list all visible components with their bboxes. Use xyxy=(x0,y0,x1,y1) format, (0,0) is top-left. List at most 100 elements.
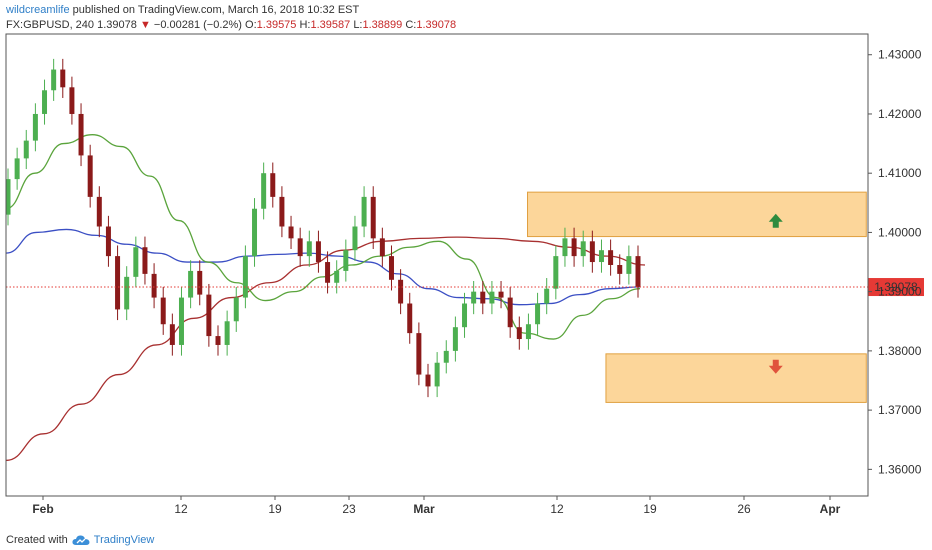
candle-body xyxy=(169,324,175,345)
arrow-down-icon xyxy=(768,359,783,374)
candle-body xyxy=(215,336,221,345)
arrow-up-icon xyxy=(768,213,783,228)
candle-body xyxy=(252,208,258,257)
last-price: 1.39078 xyxy=(97,19,137,31)
tradingview-cloud-icon xyxy=(72,535,90,545)
candle-body xyxy=(197,270,203,295)
candle-body xyxy=(60,69,66,88)
close-label: C: xyxy=(405,19,417,31)
low-value: 1.38899 xyxy=(362,19,403,31)
candle-body xyxy=(5,179,11,215)
ma-short-line xyxy=(5,134,641,340)
x-tick-label: Feb xyxy=(32,502,53,516)
candle-body xyxy=(571,238,577,257)
x-tick-label: 12 xyxy=(550,502,564,516)
candle-body xyxy=(443,350,449,363)
footer: Created with TradingView xyxy=(6,534,154,546)
candle-body xyxy=(224,321,230,345)
candle-body xyxy=(580,241,586,257)
candle-body xyxy=(407,303,413,334)
close-value: 1.39078 xyxy=(416,19,457,31)
candle-body xyxy=(297,238,303,257)
candle-body xyxy=(525,324,531,340)
candle-body xyxy=(416,333,422,375)
x-tick-label: 19 xyxy=(268,502,282,516)
candle-body xyxy=(288,226,294,239)
candle-body xyxy=(69,87,75,114)
tradingview-brand[interactable]: TradingView xyxy=(93,534,155,546)
candle-body xyxy=(279,196,285,227)
candle-body xyxy=(598,250,604,263)
candle-body xyxy=(23,140,29,159)
candle-body xyxy=(471,291,477,304)
candle-body xyxy=(96,196,102,227)
candle-body xyxy=(124,276,130,310)
candle-body xyxy=(553,256,559,289)
candle-body xyxy=(544,288,550,304)
resistance-zone[interactable] xyxy=(527,191,867,238)
open-label: O: xyxy=(245,19,257,31)
candle-body xyxy=(242,256,248,298)
open-value: 1.39575 xyxy=(256,19,297,31)
current-price-label: 1.39078 xyxy=(874,280,918,294)
candle-body xyxy=(151,273,157,298)
author-link[interactable]: wildcreamlife xyxy=(6,4,70,16)
candle-body xyxy=(379,238,385,257)
candle-body xyxy=(626,256,632,274)
candle-body xyxy=(361,196,367,227)
candle-body xyxy=(334,270,340,283)
candle-body xyxy=(635,256,641,287)
x-tick-label: 23 xyxy=(342,502,356,516)
created-with-text: Created with xyxy=(6,534,68,546)
y-tick-label: 1.40000 xyxy=(878,225,922,239)
candle-body xyxy=(105,226,111,257)
candle-body xyxy=(489,291,495,304)
candle-body xyxy=(425,374,431,387)
candle-body xyxy=(270,173,276,197)
candle-body xyxy=(398,279,404,304)
candle-body xyxy=(352,226,358,251)
candle-body xyxy=(87,155,93,197)
current-price-badge xyxy=(868,278,924,297)
symbol-info-bar: FX:GBPUSD, 240 1.39078 ▼ −0.00281 (−0.2%… xyxy=(6,18,456,32)
high-label: H: xyxy=(299,19,311,31)
ma-long-line xyxy=(5,236,646,462)
y-tick-label: 1.36000 xyxy=(878,462,922,476)
plot-frame xyxy=(5,33,869,497)
candle-body xyxy=(562,238,568,257)
candle-body xyxy=(14,158,20,180)
candle-body xyxy=(51,69,57,91)
candle-body xyxy=(516,327,522,340)
candle-body xyxy=(507,297,513,328)
candle-body xyxy=(315,241,321,263)
x-tick-label: Apr xyxy=(820,502,841,516)
candle-body xyxy=(115,256,121,310)
support-zone[interactable] xyxy=(605,353,867,403)
candle-body xyxy=(434,362,440,387)
y-tick-label: 1.42000 xyxy=(878,107,922,121)
candle-body xyxy=(188,270,194,298)
candle-body xyxy=(617,265,623,274)
candle-body xyxy=(42,90,48,114)
ma-mid-line xyxy=(5,228,641,306)
low-label: L: xyxy=(353,19,363,31)
candle-body xyxy=(343,250,349,271)
candle-body xyxy=(160,297,166,325)
symbol-label[interactable]: FX:GBPUSD, 240 xyxy=(6,19,95,31)
candle-body xyxy=(498,291,504,298)
candle-body xyxy=(452,327,458,351)
candle-body xyxy=(480,291,486,304)
candle-body xyxy=(233,297,239,322)
candle-body xyxy=(142,247,148,274)
candle-body xyxy=(462,303,468,328)
candle-body xyxy=(535,303,541,325)
candle-body xyxy=(388,256,394,280)
y-tick-label: 1.41000 xyxy=(878,166,922,180)
publish-line: wildcreamlife published on TradingView.c… xyxy=(6,3,359,17)
down-arrow-icon: ▼ xyxy=(139,19,151,31)
x-tick-label: 12 xyxy=(174,502,188,516)
published-text: published on TradingView.com, March 16, … xyxy=(72,4,360,16)
candle-body xyxy=(32,113,38,141)
candle-body xyxy=(206,294,212,337)
